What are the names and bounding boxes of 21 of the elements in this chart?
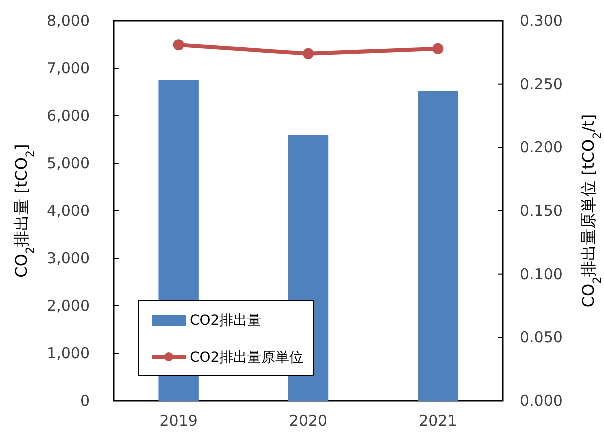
y2-tick-label: 0.050 [520,328,563,347]
y-tick-label: 3,000 [47,250,90,268]
y2-tick-label: 0.300 [520,12,563,30]
x-tick-label: 2021 [419,412,458,430]
legend-label: CO2排出量 [190,313,262,329]
y2-tick-label: 0.200 [520,138,563,157]
y2-tick-label: 0.250 [520,75,563,94]
x-tick-label: 2020 [289,412,328,430]
y-tick-label: 2,000 [47,297,90,315]
y-tick-label: 4,000 [47,202,90,220]
y2-tick-label: 0.100 [520,265,563,284]
y-tick-label: 7,000 [47,60,90,78]
legend-label: CO2排出量原単位 [190,350,304,366]
y-tick-label: 6,000 [47,107,90,125]
y2-tick-label: 0.000 [520,392,563,410]
y-tick-label: 8,000 [47,12,90,30]
x-tick-label: 2019 [160,412,198,430]
y-tick-label: 5,000 [47,154,90,172]
y-tick-label: 0 [80,392,90,410]
y-tick-label: 1,000 [47,344,90,362]
y2-tick-label: 0.150 [520,202,563,220]
